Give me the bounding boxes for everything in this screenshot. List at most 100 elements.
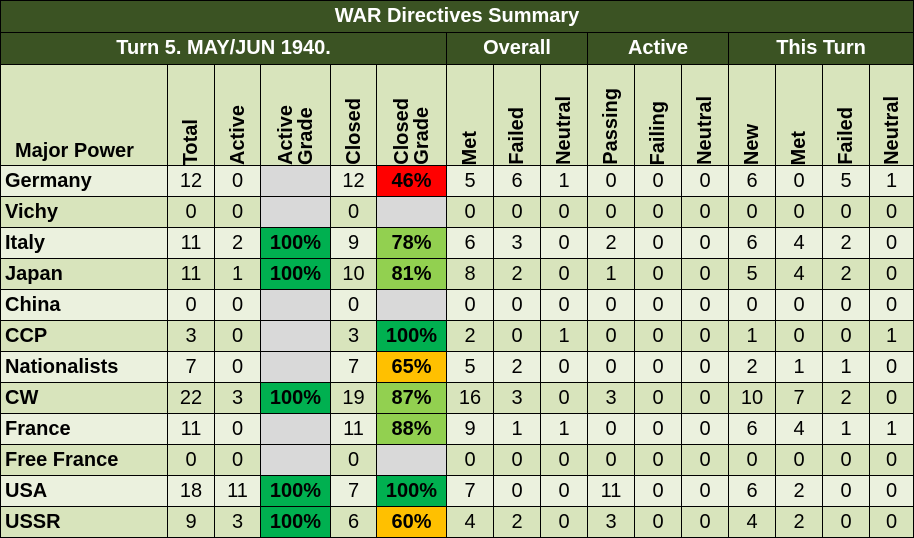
cell-active: 0 (214, 196, 261, 228)
cell-new: 5 (728, 258, 776, 290)
cell-active-neutral: 0 (681, 320, 729, 352)
cell-active-grade: 100% (260, 382, 331, 414)
cell-passing: 0 (587, 320, 635, 352)
cell-new: 6 (728, 227, 776, 259)
cell-turn-failed: 2 (822, 382, 870, 414)
cell-active-grade: 100% (260, 227, 331, 259)
cell-active: 0 (214, 289, 261, 321)
cell-closed-grade: 88% (376, 413, 447, 445)
cell-closed: 12 (330, 165, 377, 197)
cell-major-power: Nationalists (0, 351, 168, 383)
cell-active-grade (260, 351, 331, 383)
cell-turn-failed: 0 (822, 289, 870, 321)
cell-neutral: 1 (540, 413, 588, 445)
cell-closed-grade: 87% (376, 382, 447, 414)
table-row: Free France 0 0 0 0 0 0 0 0 0 0 0 0 0 (0, 444, 914, 476)
cell-failing: 0 (634, 227, 682, 259)
column-header-turn-met: Met (775, 64, 823, 166)
cell-closed: 9 (330, 227, 377, 259)
column-header-active: Active (214, 64, 261, 166)
column-header-closed: Closed (330, 64, 377, 166)
cell-failed: 2 (493, 258, 541, 290)
cell-passing: 3 (587, 506, 635, 538)
cell-turn-met: 4 (775, 227, 823, 259)
cell-total: 0 (167, 196, 215, 228)
cell-passing: 1 (587, 258, 635, 290)
cell-major-power: USA (0, 475, 168, 507)
cell-turn-neutral: 0 (868, 475, 914, 507)
cell-new: 0 (728, 289, 776, 321)
cell-met: 16 (446, 382, 494, 414)
cell-turn-met: 0 (775, 196, 823, 228)
cell-total: 11 (167, 227, 215, 259)
cell-neutral: 0 (540, 351, 588, 383)
table-title: WAR Directives Summary (0, 0, 914, 33)
cell-failing: 0 (634, 196, 682, 228)
column-header-new: New (728, 64, 776, 166)
cell-closed-grade (376, 196, 447, 228)
cell-major-power: CCP (0, 320, 168, 352)
cell-turn-failed: 0 (822, 444, 870, 476)
cell-met: 0 (446, 196, 494, 228)
cell-turn-failed: 5 (822, 165, 870, 197)
cell-total: 22 (167, 382, 215, 414)
table-row: Nationalists 7 0 7 65% 5 2 0 0 0 0 2 1 1 0 (0, 351, 914, 383)
cell-total: 18 (167, 475, 215, 507)
cell-neutral: 0 (540, 289, 588, 321)
cell-failed: 2 (493, 506, 541, 538)
cell-failed: 0 (493, 196, 541, 228)
cell-passing: 3 (587, 382, 635, 414)
cell-neutral: 0 (540, 196, 588, 228)
cell-closed: 7 (330, 351, 377, 383)
cell-failed: 0 (493, 444, 541, 476)
cell-turn-met: 2 (775, 475, 823, 507)
group-active: Active (587, 32, 729, 65)
cell-active-grade: 100% (260, 475, 331, 507)
cell-failing: 0 (634, 289, 682, 321)
cell-active-neutral: 0 (681, 289, 729, 321)
cell-active: 0 (214, 444, 261, 476)
cell-major-power: Vichy (0, 196, 168, 228)
cell-total: 0 (167, 289, 215, 321)
cell-failed: 0 (493, 320, 541, 352)
cell-turn-met: 0 (775, 165, 823, 197)
cell-new: 4 (728, 506, 776, 538)
cell-major-power: Japan (0, 258, 168, 290)
cell-new: 6 (728, 413, 776, 445)
cell-turn-neutral: 1 (868, 413, 914, 445)
cell-active-grade (260, 320, 331, 352)
group-this-turn: This Turn (727, 32, 914, 65)
cell-active: 0 (214, 351, 261, 383)
cell-turn-neutral: 0 (868, 382, 914, 414)
cell-turn-met: 0 (775, 320, 823, 352)
cell-active-grade (260, 289, 331, 321)
cell-turn-failed: 1 (822, 351, 870, 383)
column-header-turn-failed: Failed (822, 64, 870, 166)
column-header-neutral: Neutral (540, 64, 588, 166)
cell-met: 0 (446, 444, 494, 476)
cell-closed: 0 (330, 289, 377, 321)
cell-neutral: 0 (540, 506, 588, 538)
cell-turn-failed: 2 (822, 227, 870, 259)
cell-closed: 11 (330, 413, 377, 445)
cell-turn-neutral: 0 (868, 258, 914, 290)
cell-closed-grade (376, 289, 447, 321)
cell-failed: 0 (493, 289, 541, 321)
cell-closed-grade: 100% (376, 475, 447, 507)
cell-active-grade (260, 444, 331, 476)
cell-turn-failed: 2 (822, 258, 870, 290)
cell-new: 0 (728, 196, 776, 228)
table-row: USA 18 11 100% 7 100% 7 0 0 11 0 0 6 2 0 0 (0, 475, 914, 507)
cell-turn-neutral: 0 (868, 351, 914, 383)
cell-active-grade (260, 196, 331, 228)
cell-active-grade: 100% (260, 258, 331, 290)
table-row: Vichy 0 0 0 0 0 0 0 0 0 0 0 0 0 (0, 196, 914, 228)
cell-neutral: 0 (540, 258, 588, 290)
cell-met: 0 (446, 289, 494, 321)
column-header-major-power: Major Power (0, 64, 168, 166)
cell-active-neutral: 0 (681, 351, 729, 383)
cell-closed: 7 (330, 475, 377, 507)
table-row: CCP 3 0 3 100% 2 0 1 0 0 0 1 0 0 1 (0, 320, 914, 352)
cell-met: 8 (446, 258, 494, 290)
cell-closed: 19 (330, 382, 377, 414)
